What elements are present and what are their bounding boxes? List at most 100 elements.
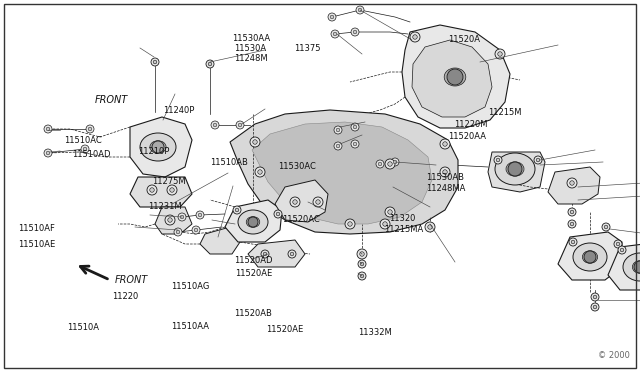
Text: 11320: 11320 bbox=[389, 214, 415, 223]
Polygon shape bbox=[275, 180, 328, 222]
Circle shape bbox=[263, 252, 267, 256]
Circle shape bbox=[88, 127, 92, 131]
Circle shape bbox=[348, 222, 352, 226]
Circle shape bbox=[276, 212, 280, 216]
Polygon shape bbox=[130, 177, 192, 207]
Circle shape bbox=[591, 293, 599, 301]
Circle shape bbox=[334, 142, 342, 150]
Circle shape bbox=[253, 140, 257, 144]
Circle shape bbox=[388, 210, 392, 214]
Text: 11510AA: 11510AA bbox=[172, 322, 209, 331]
Text: 11332M: 11332M bbox=[358, 328, 392, 337]
Circle shape bbox=[345, 219, 355, 229]
Circle shape bbox=[568, 208, 576, 216]
Circle shape bbox=[360, 252, 364, 256]
Circle shape bbox=[165, 215, 175, 225]
Circle shape bbox=[634, 261, 640, 273]
Circle shape bbox=[150, 188, 154, 192]
Circle shape bbox=[351, 140, 359, 148]
Text: FRONT: FRONT bbox=[115, 275, 148, 285]
Text: 11530A: 11530A bbox=[234, 44, 266, 53]
Ellipse shape bbox=[582, 251, 598, 263]
Ellipse shape bbox=[150, 141, 166, 153]
Circle shape bbox=[570, 181, 574, 185]
Circle shape bbox=[290, 197, 300, 207]
Circle shape bbox=[86, 125, 94, 133]
Circle shape bbox=[290, 252, 294, 256]
Text: 11231M: 11231M bbox=[148, 202, 182, 211]
Polygon shape bbox=[252, 122, 432, 224]
Circle shape bbox=[447, 69, 463, 85]
Circle shape bbox=[178, 213, 186, 221]
Circle shape bbox=[46, 151, 50, 155]
Circle shape bbox=[336, 144, 340, 148]
Ellipse shape bbox=[140, 133, 176, 161]
Ellipse shape bbox=[573, 243, 607, 271]
Text: FRONT: FRONT bbox=[95, 95, 128, 105]
Circle shape bbox=[167, 185, 177, 195]
Circle shape bbox=[572, 240, 575, 244]
Text: 11510AB: 11510AB bbox=[210, 158, 248, 167]
Circle shape bbox=[618, 246, 626, 254]
Text: 11375: 11375 bbox=[294, 44, 321, 53]
Circle shape bbox=[591, 303, 599, 311]
Circle shape bbox=[288, 250, 296, 258]
Circle shape bbox=[213, 123, 217, 127]
Circle shape bbox=[206, 60, 214, 68]
Circle shape bbox=[425, 222, 435, 232]
Circle shape bbox=[604, 225, 608, 229]
Circle shape bbox=[358, 8, 362, 12]
Circle shape bbox=[170, 188, 174, 192]
Circle shape bbox=[192, 226, 200, 234]
Text: 11520AB: 11520AB bbox=[234, 309, 271, 318]
Circle shape bbox=[292, 200, 297, 204]
Circle shape bbox=[151, 58, 159, 66]
Circle shape bbox=[443, 170, 447, 174]
Circle shape bbox=[508, 162, 522, 176]
Polygon shape bbox=[248, 240, 305, 267]
Circle shape bbox=[236, 208, 239, 212]
Text: 11220: 11220 bbox=[112, 292, 138, 301]
Circle shape bbox=[211, 121, 219, 129]
Circle shape bbox=[357, 249, 367, 259]
Text: 11510AF: 11510AF bbox=[18, 224, 55, 232]
Circle shape bbox=[376, 160, 384, 168]
Circle shape bbox=[196, 211, 204, 219]
Circle shape bbox=[568, 220, 576, 228]
Circle shape bbox=[236, 121, 244, 129]
Circle shape bbox=[616, 242, 620, 246]
Ellipse shape bbox=[495, 153, 535, 185]
Circle shape bbox=[351, 28, 359, 36]
Circle shape bbox=[176, 230, 180, 234]
Text: 11530AB: 11530AB bbox=[426, 173, 463, 182]
Ellipse shape bbox=[623, 253, 640, 281]
Circle shape bbox=[413, 35, 417, 39]
Circle shape bbox=[536, 158, 540, 162]
Ellipse shape bbox=[431, 57, 479, 97]
Ellipse shape bbox=[444, 68, 466, 86]
Circle shape bbox=[44, 125, 52, 133]
Circle shape bbox=[46, 127, 50, 131]
Ellipse shape bbox=[238, 210, 268, 234]
Polygon shape bbox=[608, 242, 640, 290]
Circle shape bbox=[391, 158, 399, 166]
Circle shape bbox=[440, 139, 450, 149]
Text: 11220M: 11220M bbox=[454, 120, 488, 129]
Circle shape bbox=[238, 123, 242, 127]
Circle shape bbox=[351, 123, 359, 131]
Circle shape bbox=[614, 240, 622, 248]
Text: 11215M: 11215M bbox=[488, 108, 521, 117]
Circle shape bbox=[385, 159, 395, 169]
Text: 11248MA: 11248MA bbox=[426, 185, 465, 193]
Circle shape bbox=[331, 30, 339, 38]
Circle shape bbox=[44, 149, 52, 157]
Text: 11520AA: 11520AA bbox=[448, 132, 486, 141]
Circle shape bbox=[443, 142, 447, 146]
Text: 11520A: 11520A bbox=[448, 35, 480, 44]
Circle shape bbox=[153, 60, 157, 64]
Text: 11530AC: 11530AC bbox=[278, 162, 316, 171]
Circle shape bbox=[316, 200, 320, 204]
Circle shape bbox=[593, 295, 596, 299]
Text: 11275M: 11275M bbox=[152, 177, 186, 186]
Circle shape bbox=[353, 142, 357, 146]
